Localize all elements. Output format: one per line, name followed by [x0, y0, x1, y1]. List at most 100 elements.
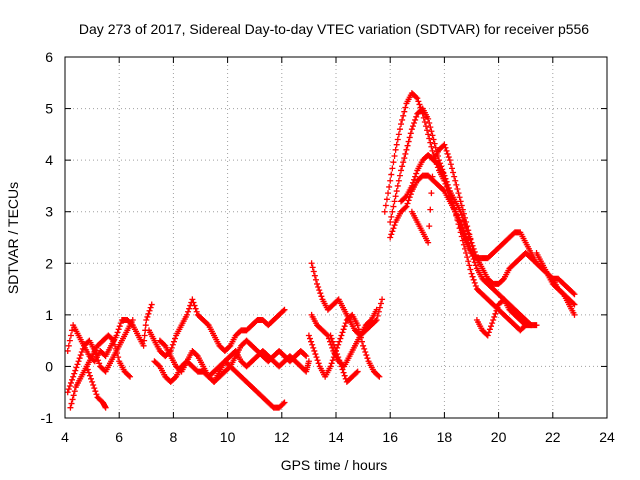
data-point	[381, 208, 388, 215]
data-point	[68, 400, 75, 407]
data-marks	[64, 90, 578, 411]
data-point	[192, 305, 199, 312]
data-point	[469, 242, 476, 249]
data-point	[93, 391, 100, 398]
data-point	[147, 304, 154, 311]
data-point	[467, 235, 474, 242]
data-point	[338, 363, 345, 370]
series-track-11	[305, 311, 383, 380]
data-point	[396, 126, 403, 133]
data-point	[427, 124, 434, 131]
data-point	[454, 216, 461, 223]
data-point	[90, 381, 97, 388]
x-tick-label: 10	[220, 429, 236, 445]
data-point	[412, 173, 419, 180]
data-point	[383, 196, 390, 203]
data-point	[115, 326, 122, 333]
data-point	[533, 322, 540, 329]
data-point	[364, 355, 371, 362]
data-point	[571, 311, 578, 318]
data-point	[468, 270, 475, 277]
data-point	[571, 301, 578, 308]
data-point	[570, 300, 577, 307]
data-point	[456, 194, 463, 201]
data-point	[427, 206, 434, 213]
data-point	[318, 293, 325, 300]
data-point	[460, 210, 467, 217]
data-point	[376, 304, 383, 311]
data-point	[420, 114, 427, 121]
data-point	[395, 131, 402, 138]
chart-title: Day 273 of 2017, Sidereal Day-to-day VTE…	[79, 21, 589, 37]
data-point	[143, 317, 150, 324]
data-point	[341, 372, 348, 379]
data-point	[465, 227, 472, 234]
data-point	[399, 116, 406, 123]
data-point	[170, 338, 177, 345]
y-tick-label: 4	[45, 152, 53, 168]
data-point	[408, 126, 415, 133]
data-point	[193, 352, 200, 359]
data-point	[385, 190, 392, 197]
data-point	[64, 347, 71, 354]
data-point	[431, 140, 438, 147]
data-point	[467, 246, 474, 253]
data-point	[66, 383, 73, 390]
data-point	[471, 279, 478, 286]
data-point	[311, 347, 318, 354]
data-point	[447, 161, 454, 168]
data-point	[467, 266, 474, 273]
data-point	[454, 186, 461, 193]
data-point	[427, 139, 434, 146]
data-point	[393, 188, 400, 195]
data-point	[356, 330, 363, 337]
data-point	[402, 150, 409, 157]
data-point	[490, 317, 497, 324]
y-tick-label: 6	[45, 49, 53, 65]
data-point	[183, 311, 190, 318]
data-point	[426, 223, 433, 230]
data-point	[570, 290, 577, 297]
data-point	[336, 357, 343, 364]
data-point	[142, 322, 149, 329]
data-point	[416, 101, 423, 108]
data-point	[399, 163, 406, 170]
data-point	[388, 171, 395, 178]
data-point	[116, 323, 123, 330]
data-point	[393, 141, 400, 148]
data-point	[466, 231, 473, 238]
data-point	[458, 233, 465, 240]
data-point	[85, 369, 92, 376]
data-point	[168, 344, 175, 351]
series-track-19	[533, 249, 578, 318]
data-point	[302, 352, 309, 359]
data-point	[463, 234, 470, 241]
series-track-4	[83, 332, 134, 380]
data-point	[472, 262, 479, 269]
data-point	[376, 373, 383, 380]
data-point	[434, 161, 441, 168]
x-tick-label: 24	[599, 429, 615, 445]
data-point	[470, 256, 477, 263]
data-point	[465, 258, 472, 265]
data-point	[79, 345, 86, 352]
data-point	[361, 345, 368, 352]
data-point	[389, 208, 396, 215]
data-point	[453, 181, 460, 188]
data-point	[391, 198, 398, 205]
data-point	[185, 308, 192, 315]
data-point	[328, 335, 335, 342]
data-point	[148, 301, 155, 308]
data-point	[413, 113, 420, 120]
data-point	[443, 178, 450, 185]
data-point	[169, 341, 176, 348]
data-point	[341, 323, 348, 330]
data-point	[445, 184, 452, 191]
data-point	[155, 362, 162, 369]
data-point	[459, 237, 466, 244]
data-point	[75, 358, 82, 365]
data-point	[455, 221, 462, 228]
data-point	[457, 229, 464, 236]
data-point	[470, 276, 477, 283]
